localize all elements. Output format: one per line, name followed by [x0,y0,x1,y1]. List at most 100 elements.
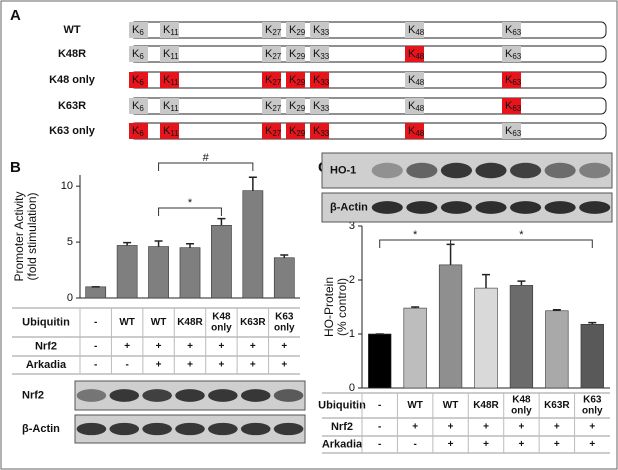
site-letter: K [265,24,273,36]
site-label: K33 [313,74,330,87]
bar [474,287,498,389]
condition-cell: + [156,360,162,371]
error-bar [482,273,490,289]
site-label: K6 [132,100,144,113]
site-letter: K [408,125,416,137]
significance-label: * [188,197,193,209]
condition-cell: K48 [512,395,531,406]
condition-cell: - [413,439,416,450]
lysine-site [129,22,148,38]
lysine-site [405,72,424,88]
protein-bar [129,71,607,89]
site-number: 29 [296,28,305,37]
site-label: K6 [132,74,144,87]
bar [368,333,392,389]
lysine-site [129,123,148,139]
condition-cell: - [94,341,97,352]
condition-cell: + [448,422,454,433]
lysine-site [405,46,424,62]
condition-cell: + [187,360,193,371]
condition-cell: - [125,360,128,371]
blot-band [76,422,107,436]
condition-cell: K48R [177,317,203,328]
site-label: K63 [505,74,522,87]
site-label: K27 [265,48,282,61]
site-label: K48 [408,74,425,87]
condition-cell: + [250,360,256,371]
site-label: K11 [163,125,179,138]
site-label: K33 [313,100,330,113]
condition-cell: K63R [544,400,570,411]
site-number: 29 [296,129,305,138]
site-number: 27 [272,78,281,87]
protein-bar [129,97,607,115]
blot-band [142,389,172,402]
lysine-site [129,72,148,88]
blot-band [371,162,403,179]
blot-band [510,162,542,179]
site-label: K33 [313,24,330,37]
condition-cell: + [281,360,287,371]
site-letter: K [313,100,321,112]
condition-label: Nrf2 [35,340,57,352]
site-label: K29 [289,74,306,87]
lysine-site [129,98,148,114]
condition-label: Arkadia [322,438,363,450]
condition-cell: + [519,439,525,450]
site-number: 11 [170,28,179,37]
condition-cell: WT [443,400,459,411]
protein-bar [129,45,607,63]
y-axis-label: (fold stimulation) [25,192,39,280]
blot-band [579,201,611,214]
site-letter: K [505,74,513,86]
bar [403,307,427,389]
bar [509,285,534,389]
site-number: 29 [296,104,305,113]
blot-band [440,162,472,179]
site-label: K63 [505,125,522,138]
condition-cell: WT [407,400,423,411]
site-number: 63 [512,52,521,61]
significance-bracket [379,239,452,248]
lysine-site [310,46,329,62]
site-letter: K [163,74,171,86]
site-number: 48 [415,104,424,113]
error-bar [217,217,226,226]
significance-label: * [413,229,418,241]
site-label: K11 [163,24,179,37]
condition-cell: only [274,323,295,334]
site-label: K27 [265,125,282,138]
blot-band [208,422,238,436]
condition-cell: + [250,341,256,352]
blot-band [475,201,507,214]
condition-cell: WT [151,317,167,328]
bar [148,246,169,299]
site-number: 27 [272,52,281,61]
site-number: 48 [415,78,424,87]
site-number: 11 [170,129,179,138]
blot-band [208,389,238,402]
condition-cell: only [582,406,603,417]
y-axis-label: HO-Protein [322,277,336,337]
error-bar [517,280,526,286]
lysine-site [262,98,281,114]
significance-label: * [519,229,524,241]
condition-cell: + [124,341,130,352]
error-bar [186,243,194,248]
lysine-site [286,98,305,114]
condition-cell: + [589,439,595,450]
error-bar [552,308,561,311]
site-letter: K [132,74,140,86]
lysine-site [129,46,148,62]
site-label: K29 [289,100,306,113]
site-letter: K [505,48,513,60]
site-number: 63 [512,78,521,87]
y-tick-label: 5 [67,236,73,248]
lysine-site [502,46,521,62]
error-bar [411,306,420,309]
lysine-site [262,46,281,62]
condition-cell: + [519,422,525,433]
y-tick-label: 2 [349,274,355,286]
blot-band [475,162,507,179]
blot-band [544,201,576,214]
